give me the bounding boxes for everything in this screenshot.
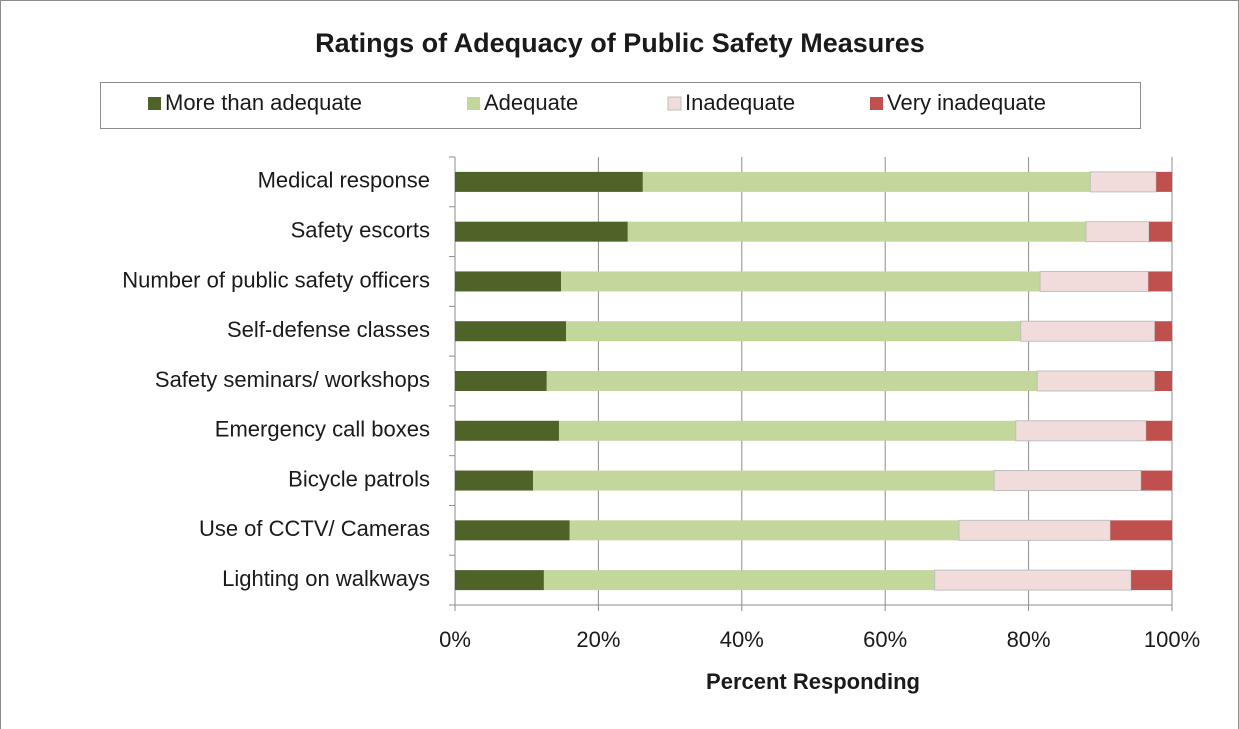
x-tick-label: 60% (863, 627, 907, 652)
bar-segment (1131, 570, 1172, 591)
bar-segment (1089, 171, 1157, 193)
bar-segment (642, 171, 1091, 192)
bar-segment (1154, 371, 1172, 391)
bar-segment (1156, 171, 1172, 192)
x-tick-label: 80% (1007, 627, 1051, 652)
bar-segment (1148, 271, 1172, 292)
bar-segment (566, 321, 1021, 342)
y-tick-label: Number of public safety officers (122, 267, 430, 292)
bar-segment (455, 321, 567, 342)
chart-title: Ratings of Adequacy of Public Safety Mea… (315, 28, 925, 58)
bar-segment (1141, 470, 1172, 491)
bar-segment (455, 221, 628, 242)
bar-segment (1036, 370, 1156, 392)
legend-label: Adequate (484, 90, 578, 115)
y-tick-label: Medical response (258, 168, 430, 193)
bar-segment (958, 519, 1111, 541)
x-tick-label: 100% (1144, 627, 1200, 652)
bar-segment (1039, 270, 1149, 292)
bar-segment (993, 470, 1142, 492)
bar-segment (1146, 420, 1172, 441)
bar-segment (546, 371, 1038, 391)
bar-segment (1085, 221, 1150, 243)
y-tick-label: Self-defense classes (227, 317, 430, 342)
bar-segment (543, 570, 935, 591)
bar-segment (455, 420, 559, 441)
bar-segment (455, 171, 643, 192)
legend-swatch (667, 96, 682, 111)
bar-segment (455, 271, 562, 292)
bar-segment (1020, 320, 1156, 342)
legend-swatch (467, 97, 480, 110)
bar-segment (455, 371, 547, 391)
bar-segment (569, 520, 960, 541)
bar-segment (561, 271, 1041, 292)
legend-label: More than adequate (165, 90, 362, 115)
bar-segment (627, 221, 1086, 242)
bar-segment (455, 570, 544, 591)
bar-segment (1110, 520, 1172, 541)
bar-segment (934, 569, 1132, 591)
legend-label: Very inadequate (887, 90, 1046, 115)
legend-box (100, 82, 1141, 129)
x-tick-label: 40% (720, 627, 764, 652)
y-tick-label: Lighting on walkways (222, 566, 430, 591)
bar-segment (1154, 321, 1172, 342)
y-tick-label: Safety seminars/ workshops (155, 367, 430, 392)
legend-swatch (870, 97, 883, 110)
y-tick-label: Use of CCTV/ Cameras (199, 516, 430, 541)
y-tick-label: Emergency call boxes (215, 417, 430, 442)
bar-segment (455, 520, 570, 541)
x-tick-label: 0% (439, 627, 471, 652)
bar-segment (1015, 420, 1147, 442)
legend-swatch (148, 97, 161, 110)
bar-segment (1149, 221, 1172, 242)
y-tick-label: Bicycle patrols (288, 466, 430, 491)
legend-label: Inadequate (685, 90, 795, 115)
x-tick-label: 20% (576, 627, 620, 652)
x-axis-title: Percent Responding (706, 669, 920, 694)
bar-segment (533, 470, 995, 491)
bar-segment (558, 420, 1016, 441)
bar-segment (455, 470, 534, 491)
y-tick-label: Safety escorts (291, 217, 430, 242)
